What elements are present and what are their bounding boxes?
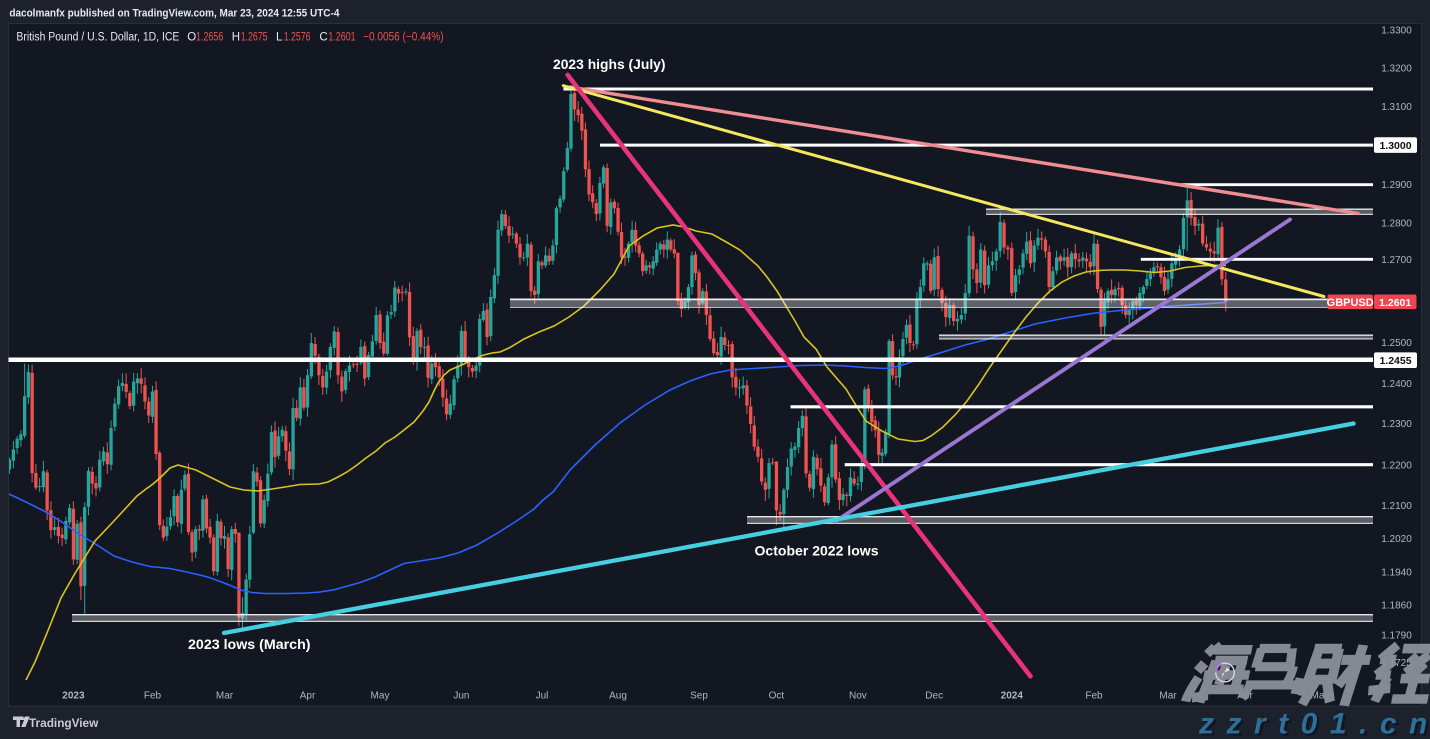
svg-text:1.2100: 1.2100: [1381, 501, 1412, 512]
svg-text:October 2022 lows: October 2022 lows: [755, 542, 879, 558]
svg-text:2024: 2024: [1001, 691, 1024, 702]
svg-text:1.2601: 1.2601: [328, 32, 355, 44]
svg-text:TradingView: TradingView: [29, 716, 99, 730]
svg-text:C: C: [319, 32, 327, 44]
svg-text:Jul: Jul: [536, 691, 549, 702]
svg-text:Sep: Sep: [690, 691, 708, 702]
svg-text:H: H: [232, 32, 240, 44]
svg-text:Mar: Mar: [1159, 691, 1177, 702]
svg-text:1.1940: 1.1940: [1381, 568, 1412, 579]
svg-text:GBPUSD: GBPUSD: [1327, 297, 1374, 309]
svg-text:Feb: Feb: [144, 691, 162, 702]
svg-text:zzrt01.cn: zzrt01.cn: [1198, 708, 1430, 739]
svg-text:1.2455: 1.2455: [1379, 355, 1411, 367]
svg-text:1.2400: 1.2400: [1381, 379, 1412, 390]
svg-text:1.2576: 1.2576: [284, 32, 311, 44]
svg-text:2023: 2023: [62, 691, 85, 702]
svg-text:May: May: [371, 691, 390, 702]
svg-text:zzrt01.cn: zzrt01.cn: [1201, 710, 1430, 739]
svg-text:2023 highs (July): 2023 highs (July): [553, 56, 666, 72]
svg-text:British Pound / U.S. Dollar, 1: British Pound / U.S. Dollar, 1D, ICE: [16, 32, 179, 44]
svg-text:−0.0056 (−0.44%): −0.0056 (−0.44%): [363, 32, 444, 44]
svg-text:Mar: Mar: [216, 691, 234, 702]
svg-text:May: May: [1311, 691, 1330, 702]
svg-text:1.2300: 1.2300: [1381, 419, 1412, 430]
svg-text:1.2800: 1.2800: [1381, 218, 1412, 229]
svg-text:1.2601: 1.2601: [1379, 297, 1411, 309]
svg-text:1.3300: 1.3300: [1381, 25, 1412, 36]
svg-text:1.2200: 1.2200: [1381, 460, 1412, 471]
svg-text:Apr: Apr: [300, 691, 316, 702]
svg-text:1.3000: 1.3000: [1379, 140, 1411, 152]
svg-text:Aug: Aug: [609, 691, 627, 702]
svg-text:Jun: Jun: [453, 691, 469, 702]
svg-text:1.1790: 1.1790: [1381, 631, 1412, 642]
svg-text:1.1860: 1.1860: [1381, 601, 1412, 612]
svg-text:1.2020: 1.2020: [1381, 534, 1412, 545]
svg-text:1.2900: 1.2900: [1381, 180, 1412, 191]
svg-text:1.3200: 1.3200: [1381, 64, 1412, 75]
svg-text:1.2700: 1.2700: [1381, 255, 1412, 266]
svg-text:Oct: Oct: [769, 691, 785, 702]
svg-text:Dec: Dec: [925, 691, 943, 702]
svg-text:Nov: Nov: [849, 691, 867, 702]
svg-text:1.2656: 1.2656: [196, 32, 223, 44]
svg-text:O: O: [187, 32, 196, 44]
svg-text:1.2500: 1.2500: [1381, 338, 1412, 349]
svg-text:Feb: Feb: [1085, 691, 1103, 702]
svg-text:2023 lows (March): 2023 lows (March): [188, 636, 311, 652]
svg-text:L: L: [276, 32, 283, 44]
svg-text:1.2675: 1.2675: [241, 32, 268, 44]
svg-text:1.3100: 1.3100: [1381, 102, 1412, 113]
svg-text:dacolmanfx published on Tradin: dacolmanfx published on TradingView.com,…: [9, 8, 340, 20]
svg-text:1.1725: 1.1725: [1381, 658, 1412, 669]
